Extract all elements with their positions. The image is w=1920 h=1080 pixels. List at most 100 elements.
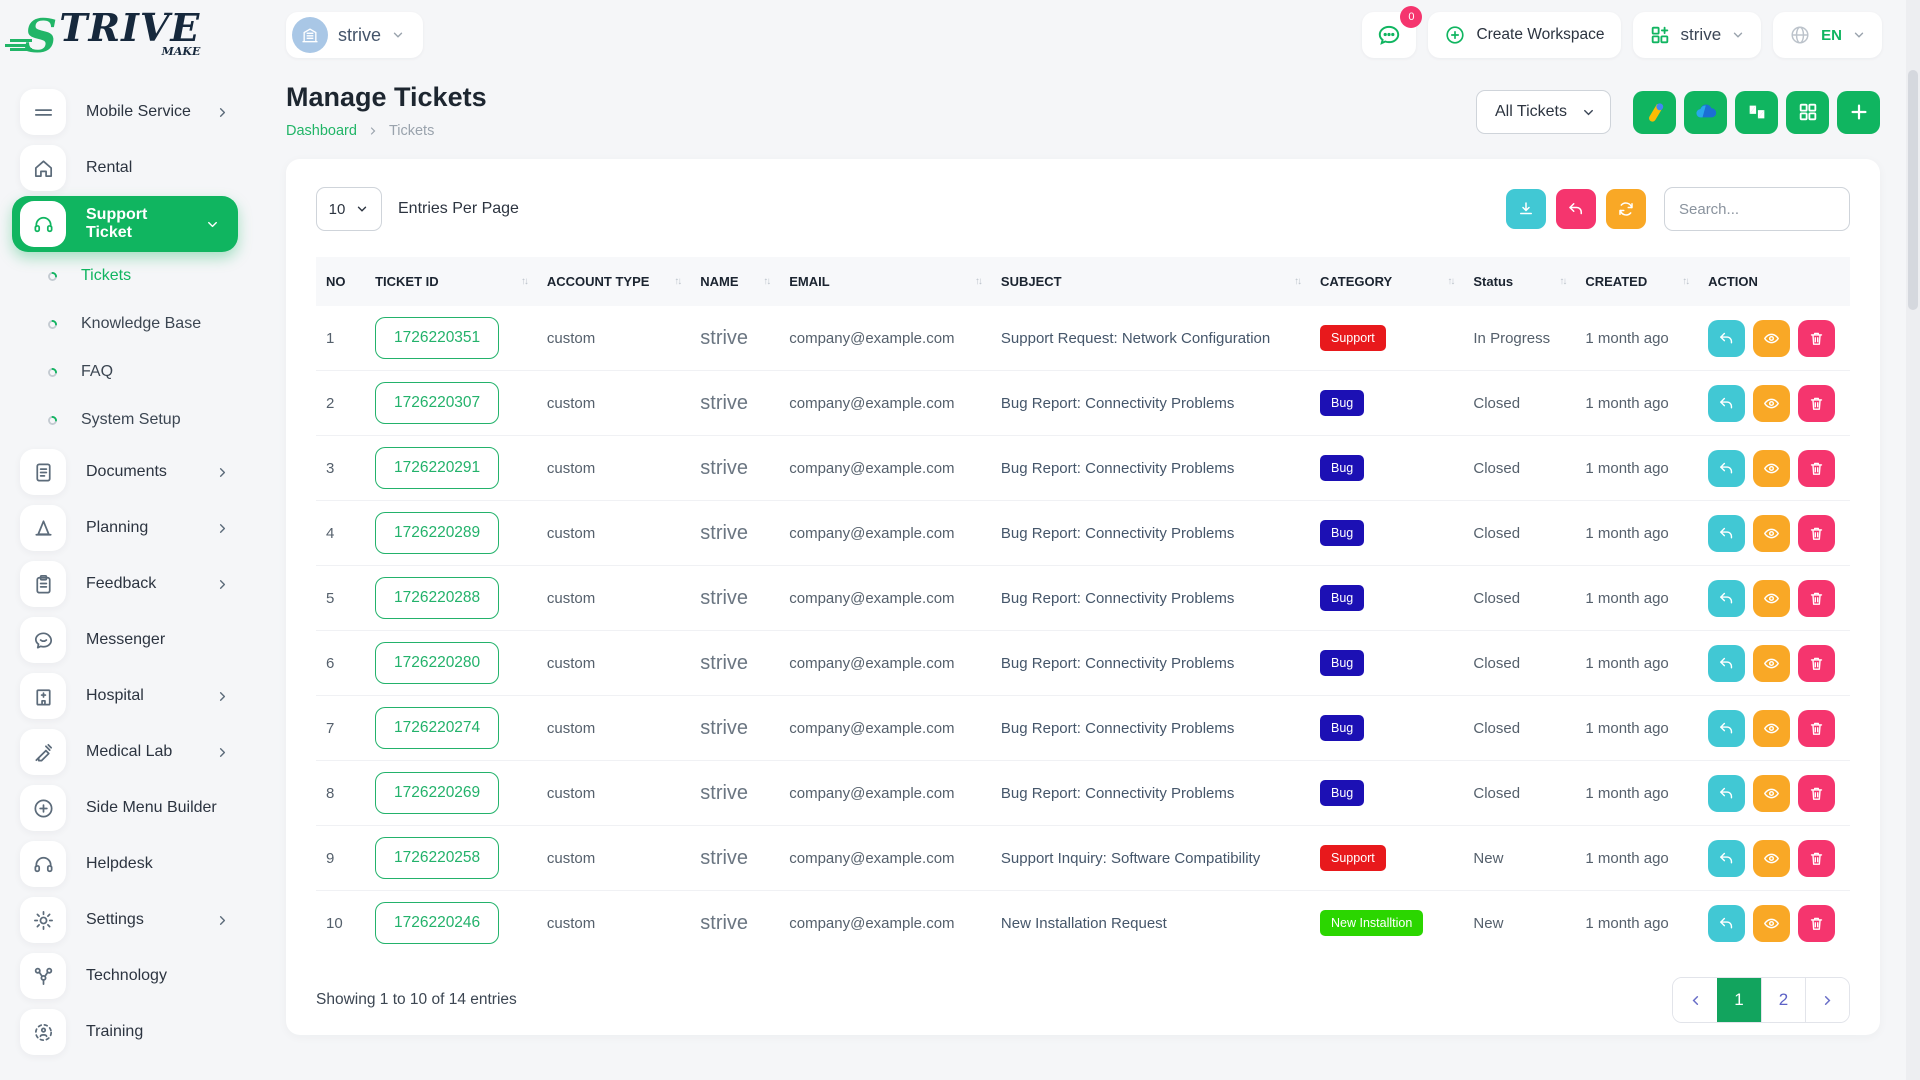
view-button[interactable] (1753, 385, 1790, 422)
sort-icon[interactable]: ↑↓ (1670, 276, 1688, 287)
ticket-id-button[interactable]: 1726220289 (375, 512, 499, 554)
sidebar-item-mobile-service[interactable]: Mobile Service (0, 84, 256, 140)
workspace-selector[interactable]: strive (286, 12, 423, 58)
reply-button[interactable] (1708, 385, 1745, 422)
refresh-button[interactable] (1606, 189, 1646, 229)
export-download-button[interactable] (1506, 189, 1546, 229)
view-button[interactable] (1753, 515, 1790, 552)
delete-button[interactable] (1798, 580, 1835, 617)
column-header-name[interactable]: NAME↑↓ (690, 257, 779, 306)
sidebar-subitem-knowledge-base[interactable]: Knowledge Base (0, 300, 256, 348)
view-button[interactable] (1753, 580, 1790, 617)
reply-button[interactable] (1708, 840, 1745, 877)
delete-button[interactable] (1798, 385, 1835, 422)
language-selector[interactable]: EN (1773, 12, 1882, 58)
ticket-id-button[interactable]: 1726220288 (375, 577, 499, 619)
ticket-id-button[interactable]: 1726220291 (375, 447, 499, 489)
reply-button[interactable] (1708, 320, 1745, 357)
sort-icon[interactable]: ↑↓ (963, 276, 981, 287)
sidebar-item-feedback[interactable]: Feedback (0, 556, 256, 612)
reply-button[interactable] (1708, 580, 1745, 617)
sidebar-item-training[interactable]: Training (0, 1004, 256, 1060)
sidebar-item-technology[interactable]: Technology (0, 948, 256, 1004)
delete-button[interactable] (1798, 775, 1835, 812)
sort-icon[interactable]: ↑↓ (1282, 276, 1300, 287)
sidebar-item-support-ticket[interactable]: Support Ticket (12, 196, 238, 252)
sort-icon[interactable]: ↑↓ (1547, 276, 1565, 287)
sidebar-item-planning[interactable]: Planning (0, 500, 256, 556)
column-header-created[interactable]: CREATED↑↓ (1575, 257, 1698, 306)
previous-page-button[interactable] (1673, 978, 1717, 1022)
sidebar-item-settings[interactable]: Settings (0, 892, 256, 948)
cell-email: company@example.com (779, 436, 991, 501)
column-header-subject[interactable]: SUBJECT↑↓ (991, 257, 1310, 306)
column-header-category[interactable]: CATEGORY↑↓ (1310, 257, 1463, 306)
reply-button[interactable] (1708, 515, 1745, 552)
delete-button[interactable] (1798, 450, 1835, 487)
entries-per-page-select[interactable]: 10 (316, 187, 382, 231)
reply-button[interactable] (1708, 645, 1745, 682)
view-button[interactable] (1753, 645, 1790, 682)
ticket-id-button[interactable]: 1726220351 (375, 317, 499, 359)
workspace-menu[interactable]: strive (1633, 12, 1762, 58)
sort-icon[interactable]: ↑↓ (751, 276, 769, 287)
add-ticket-button[interactable] (1837, 91, 1880, 134)
zendesk-import-button[interactable] (1735, 91, 1778, 134)
sort-icon[interactable]: ↑↓ (509, 276, 527, 287)
sidebar-subitem-system-setup[interactable]: System Setup (0, 396, 256, 444)
ticket-id-button[interactable]: 1726220246 (375, 902, 499, 944)
view-button[interactable] (1753, 450, 1790, 487)
sidebar-item-messenger[interactable]: Messenger (0, 612, 256, 668)
reply-button[interactable] (1708, 450, 1745, 487)
sidebar-item-helpdesk[interactable]: Helpdesk (0, 836, 256, 892)
sidebar-item-side-menu-builder[interactable]: Side Menu Builder (0, 780, 256, 836)
ticket-id-button[interactable]: 1726220280 (375, 642, 499, 684)
onedrive-import-button[interactable] (1684, 91, 1727, 134)
breadcrumb-dashboard[interactable]: Dashboard (286, 123, 357, 139)
sort-icon[interactable]: ↑↓ (662, 276, 680, 287)
scrollbar-thumb[interactable] (1908, 70, 1918, 310)
reply-button[interactable] (1708, 710, 1745, 747)
delete-button[interactable] (1798, 515, 1835, 552)
undo-button[interactable] (1556, 189, 1596, 229)
ticket-id-button[interactable]: 1726220269 (375, 772, 499, 814)
view-button[interactable] (1753, 775, 1790, 812)
sidebar-subitem-faq[interactable]: FAQ (0, 348, 256, 396)
sidebar-item-hospital[interactable]: Hospital (0, 668, 256, 724)
reply-button[interactable] (1708, 905, 1745, 942)
ticket-id-button[interactable]: 1726220274 (375, 707, 499, 749)
column-header-status[interactable]: Status↑↓ (1463, 257, 1575, 306)
delete-button[interactable] (1798, 710, 1835, 747)
search-input[interactable] (1664, 187, 1850, 231)
column-header-email[interactable]: EMAIL↑↓ (779, 257, 991, 306)
ticket-filter-select[interactable]: All Tickets (1476, 90, 1611, 134)
next-page-button[interactable] (1805, 978, 1849, 1022)
delete-button[interactable] (1798, 320, 1835, 357)
delete-button[interactable] (1798, 840, 1835, 877)
adsense-import-button[interactable] (1633, 91, 1676, 134)
reply-button[interactable] (1708, 775, 1745, 812)
view-button[interactable] (1753, 905, 1790, 942)
category-badge: Bug (1320, 585, 1364, 611)
page-button-2[interactable]: 2 (1761, 978, 1805, 1022)
page-scrollbar[interactable] (1906, 0, 1920, 1080)
create-workspace-button[interactable]: Create Workspace (1428, 12, 1620, 58)
delete-button[interactable] (1798, 905, 1835, 942)
sort-icon[interactable]: ↑↓ (1435, 276, 1453, 287)
sidebar-subitem-tickets[interactable]: Tickets (0, 252, 256, 300)
column-header-ticket-id[interactable]: TICKET ID↑↓ (365, 257, 537, 306)
column-header-account-type[interactable]: ACCOUNT TYPE↑↓ (537, 257, 690, 306)
sidebar-item-medical-lab[interactable]: Medical Lab (0, 724, 256, 780)
sidebar-item-rental[interactable]: Rental (0, 140, 256, 196)
page-button-1[interactable]: 1 (1717, 978, 1761, 1022)
ticket-id-button[interactable]: 1726220307 (375, 382, 499, 424)
view-button[interactable] (1753, 840, 1790, 877)
chevron-down-icon (1852, 28, 1866, 42)
chat-button[interactable]: 0 (1362, 12, 1416, 58)
sidebar-item-documents[interactable]: Documents (0, 444, 256, 500)
apps-grid-button[interactable] (1786, 91, 1829, 134)
view-button[interactable] (1753, 320, 1790, 357)
ticket-id-button[interactable]: 1726220258 (375, 837, 499, 879)
view-button[interactable] (1753, 710, 1790, 747)
delete-button[interactable] (1798, 645, 1835, 682)
